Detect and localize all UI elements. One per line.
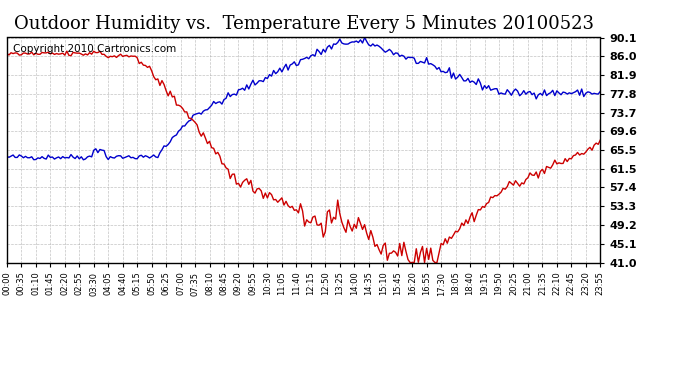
Text: Outdoor Humidity vs.  Temperature Every 5 Minutes 20100523: Outdoor Humidity vs. Temperature Every 5…: [14, 15, 593, 33]
Text: Copyright 2010 Cartronics.com: Copyright 2010 Cartronics.com: [13, 44, 176, 54]
